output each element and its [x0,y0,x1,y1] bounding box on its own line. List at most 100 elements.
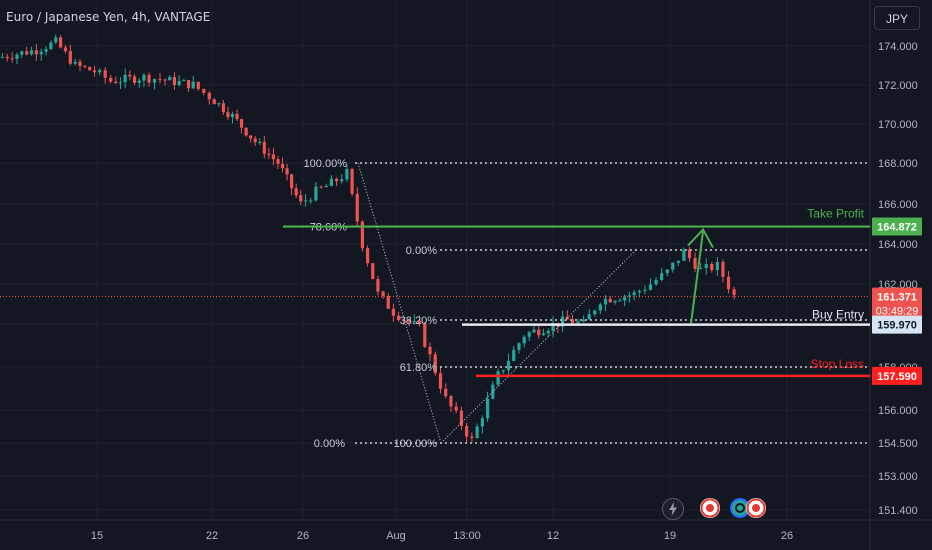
candle-body [417,320,422,324]
candle-body [397,315,401,320]
countdown-tag: 03:49:29 [876,306,919,318]
candle-body [721,261,725,277]
candle-body [25,51,29,55]
currency-button[interactable]: JPY [874,6,920,30]
candle-body [627,295,632,297]
candle-body [454,406,458,411]
buy-entry-price-tag-bg [872,315,922,334]
candle-body [381,291,385,296]
candle-body [618,300,622,302]
candle-body [226,112,230,118]
candle-body [271,154,276,160]
fib-level-label: 0.00% [314,438,345,450]
candle-body [613,300,617,303]
candle-body [345,169,349,180]
candle-body [660,273,664,281]
candle-body [517,343,521,350]
candle-body [202,88,206,93]
candle-body [73,61,77,64]
candle-body [29,50,34,55]
candle-body [98,70,102,73]
candle-body [546,330,550,334]
candle-body [147,74,151,83]
candle-body [0,56,5,58]
candle-body [512,349,516,361]
candle-body [676,260,680,263]
candle-body [459,410,464,426]
candle-body [428,346,432,355]
candle-body [186,80,191,89]
candle-body [158,79,162,81]
candle-body [386,295,390,309]
time-tick-label: 19 [664,530,676,542]
candle-body [262,141,266,154]
candle-body [239,119,244,128]
candle-body [637,291,641,293]
candle-body [587,314,591,320]
candle-body [470,436,474,439]
time-tick-label: 15 [91,530,103,542]
fib-level-label: 100.00% [304,158,348,170]
candle-body [109,77,113,82]
candle-body [598,304,602,311]
candle-body [54,37,58,43]
candle-body [103,70,107,78]
candle-body [496,371,500,385]
candle-body [532,329,536,333]
candle-body [560,316,565,327]
candle-body [407,319,411,322]
buy-entry-price-tag: 159.970 [877,320,917,332]
candle-body [632,292,636,296]
candle-body [576,321,580,324]
candle-body [303,200,308,202]
candle-body [365,248,370,264]
candle-body [671,262,675,270]
current-price-tag-bg [872,287,922,320]
event-marker-icon[interactable] [700,498,720,518]
candle-body [704,264,708,268]
time-tick-label: 12 [547,530,559,542]
settings-marker-icon[interactable] [730,498,750,518]
price-tick-label: 172.000 [878,80,918,92]
lightning-icon[interactable] [662,498,684,520]
candle-body [253,138,257,143]
candle-body [340,179,344,182]
candle-body [506,360,511,371]
candle-body [623,296,627,301]
candle-body [682,249,686,261]
candle-body [376,279,380,292]
candle-body [249,135,253,139]
price-tick-label: 174.000 [878,41,918,53]
candle-body [710,264,714,271]
candle-body [10,58,14,60]
candle-body [527,332,531,337]
candle-body [132,76,137,83]
candle-body [118,82,123,84]
candle-body [244,127,248,136]
candle-body [501,370,505,372]
candle-body [391,308,396,316]
candle-body [123,74,127,83]
candle-body [230,113,235,118]
candle-body [163,79,167,81]
target-arrow-line [690,231,704,324]
candle-body [732,289,736,296]
candle-body [582,319,586,322]
candle-body [360,221,365,249]
take-profit-price-tag: 164.872 [877,222,917,234]
event-marker-icon-2[interactable] [746,498,766,518]
candle-body [334,178,339,182]
fib-level-label: 0.00% [406,245,437,257]
candle-body [412,320,416,322]
price-tick-label: 156.000 [878,405,918,417]
candle-body [191,81,195,89]
candle-body [142,74,146,81]
candle-body [654,280,658,285]
candle-body [438,373,443,389]
time-tick-label: 22 [206,530,218,542]
candle-body [665,269,669,274]
candle-body [258,141,262,143]
